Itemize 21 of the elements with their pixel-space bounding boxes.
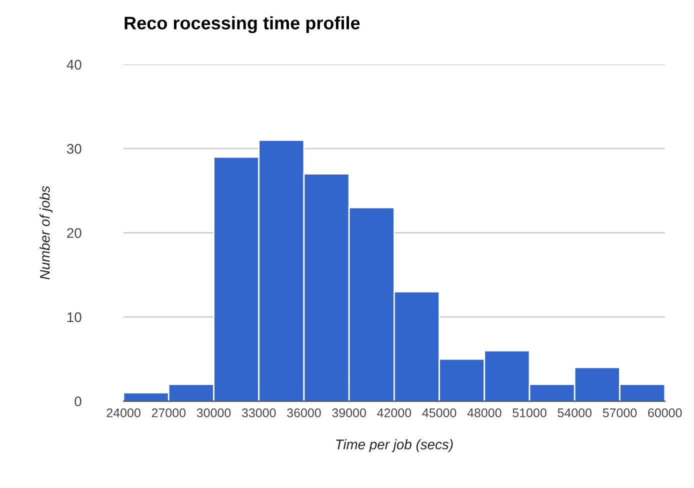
y-tick-label: 10 bbox=[67, 312, 82, 322]
x-tick-label: 45000 bbox=[422, 408, 456, 418]
y-tick-label: 0 bbox=[74, 396, 82, 406]
y-tick-label: 40 bbox=[66, 60, 82, 70]
x-tick-label: 42000 bbox=[377, 408, 412, 418]
x-tick-label: 24000 bbox=[106, 408, 140, 418]
x-tick-label: 48000 bbox=[467, 408, 502, 418]
x-tick-label: 60000 bbox=[648, 408, 682, 418]
x-tick-label: 54000 bbox=[558, 408, 592, 418]
chart-title: Reco rocessing time profile bbox=[124, 16, 360, 34]
y-tick-label: 30 bbox=[66, 144, 82, 154]
x-tick-label: 57000 bbox=[602, 408, 637, 418]
x-tick-label: 51000 bbox=[512, 408, 546, 418]
x-tick-label: 39000 bbox=[332, 408, 366, 418]
x-tick-label: 30000 bbox=[196, 408, 231, 418]
x-tick-label: 36000 bbox=[287, 408, 321, 418]
x-axis-title: Time per job (secs) bbox=[336, 439, 453, 452]
y-axis-title: Number of jobs bbox=[40, 186, 53, 280]
y-tick-label: 20 bbox=[67, 228, 82, 238]
x-tick-label: 33000 bbox=[242, 408, 276, 418]
x-tick-label: 27000 bbox=[152, 408, 186, 418]
